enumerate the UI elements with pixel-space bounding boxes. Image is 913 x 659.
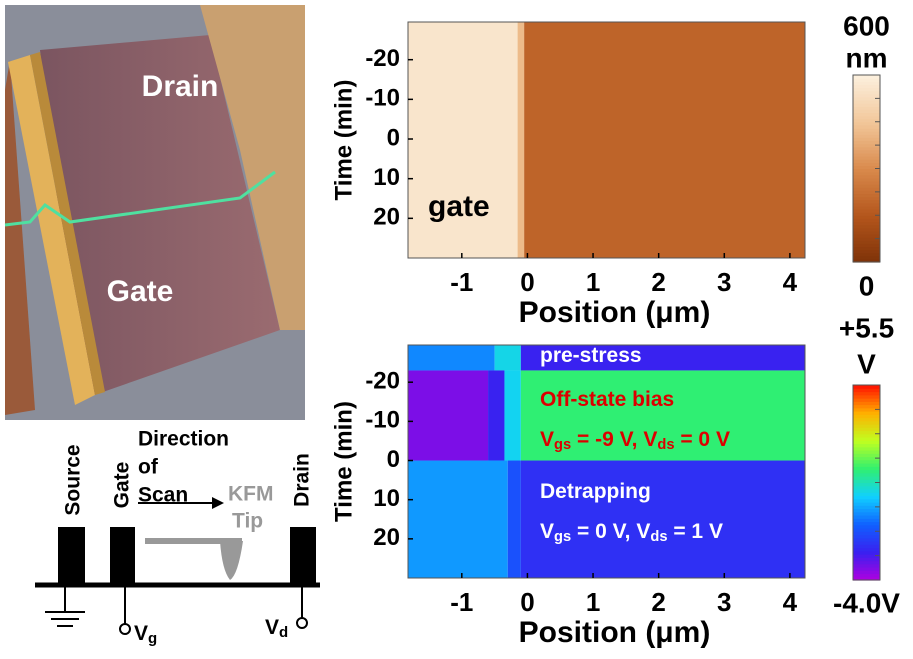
y-axis-title: Time (min) (330, 401, 357, 522)
heatmap-cell (488, 370, 504, 460)
vg-label: Vg (134, 622, 157, 647)
heatmap-cell (521, 461, 805, 578)
x-tick-label: 0 (520, 587, 534, 617)
figure: Drain Gate Source Gate Drain Direction o… (0, 0, 913, 654)
annotation-part: pre-stress (540, 344, 642, 367)
annotation: gate (428, 190, 490, 223)
annotation-part: = -9 V, V (571, 428, 657, 451)
y-tick-label: 10 (373, 164, 400, 191)
x-tick-label: 4 (783, 267, 798, 297)
vd-main: V (265, 616, 279, 639)
drain-label: Drain (291, 453, 314, 507)
tip-text: Tip (232, 510, 263, 533)
gate-label: Gate (111, 462, 134, 509)
x-tick-label: 3 (717, 267, 731, 297)
heatmap-cell (518, 22, 525, 258)
annotation-part: V (540, 520, 554, 543)
colorbar-label: +5.5 (839, 312, 894, 343)
heatmap-cell (504, 370, 520, 460)
x-axis-title: Position (μm) (519, 616, 711, 649)
scan-arrow-head (212, 497, 224, 509)
y-tick-label: 0 (387, 446, 400, 473)
drain-terminal (297, 618, 307, 628)
y-tick-label: -20 (365, 368, 400, 395)
annotation-part: Detrapping (540, 480, 651, 503)
annotation-part: Off-state bias (540, 388, 674, 411)
colorbar-step (853, 75, 880, 79)
annotation: Off-state bias (540, 388, 674, 411)
annotation-part: = 0 V (675, 428, 730, 451)
x-tick-label: 3 (717, 587, 731, 617)
heatmap-cell (408, 461, 508, 578)
colorbar-unit: V (857, 348, 876, 379)
x-tick-label: 1 (586, 267, 600, 297)
colorbar-label: 600 (843, 10, 890, 41)
y-tick-label: 10 (373, 485, 400, 512)
direction-text: Scan (138, 484, 188, 507)
annotation-part: gate (428, 190, 490, 223)
annotation-part: gs (554, 437, 571, 453)
y-tick-label: -10 (365, 85, 400, 112)
y-tick-label: 20 (373, 524, 400, 551)
afm-image: Drain Gate (5, 5, 305, 420)
x-tick-label: -1 (450, 267, 473, 297)
x-tick-label: 4 (783, 587, 798, 617)
heatmap-cell (495, 345, 521, 370)
heatmap-cell (524, 22, 805, 258)
colorbar-label: -4.0V (833, 587, 900, 618)
gate-terminal (120, 624, 130, 634)
direction-text: of (138, 456, 159, 479)
y-axis-title: Time (min) (330, 80, 357, 201)
annotation: Detrapping (540, 480, 651, 503)
schematic: Source Gate Drain Direction of Scan KFM … (35, 428, 320, 647)
direction-text: Direction (138, 428, 229, 451)
heatmap-cell (408, 345, 495, 370)
vd-sub: d (279, 624, 288, 641)
y-tick-label: -20 (365, 45, 400, 72)
source-contact (58, 527, 85, 585)
kfm-tip (220, 541, 243, 580)
x-tick-label: 0 (520, 267, 534, 297)
drain-label: Drain (142, 70, 219, 103)
annotation-part: ds (657, 437, 674, 453)
x-tick-label: -1 (450, 587, 473, 617)
x-tick-label: 2 (651, 267, 665, 297)
vg-sub: g (148, 630, 157, 647)
drain-contact (290, 527, 316, 585)
annotation-part: gs (554, 529, 571, 545)
annotation: pre-stress (540, 344, 642, 367)
annotation-part: = 0 V, V (571, 520, 650, 543)
y-tick-label: 20 (373, 204, 400, 231)
heatmap-cell (408, 370, 488, 460)
source-label: Source (62, 444, 85, 515)
colorbar-label: 0 (859, 270, 875, 301)
annotation-part: ds (650, 529, 667, 545)
vd-label: Vd (265, 616, 288, 641)
tip-text: KFM (228, 483, 274, 506)
y-tick-label: 0 (387, 124, 400, 151)
x-axis-title: Position (μm) (519, 296, 711, 329)
colorbar-step (853, 385, 880, 389)
annotation-part: = 1 V (668, 520, 723, 543)
heatmap-cell (508, 461, 521, 578)
annotation-part: V (540, 428, 554, 451)
x-tick-label: 1 (586, 587, 600, 617)
y-tick-label: -10 (365, 407, 400, 434)
vg-main: V (134, 622, 148, 645)
gate-label: Gate (107, 275, 174, 308)
x-tick-label: 2 (651, 587, 665, 617)
gate-contact (110, 527, 135, 585)
colorbar-unit: nm (846, 42, 888, 73)
